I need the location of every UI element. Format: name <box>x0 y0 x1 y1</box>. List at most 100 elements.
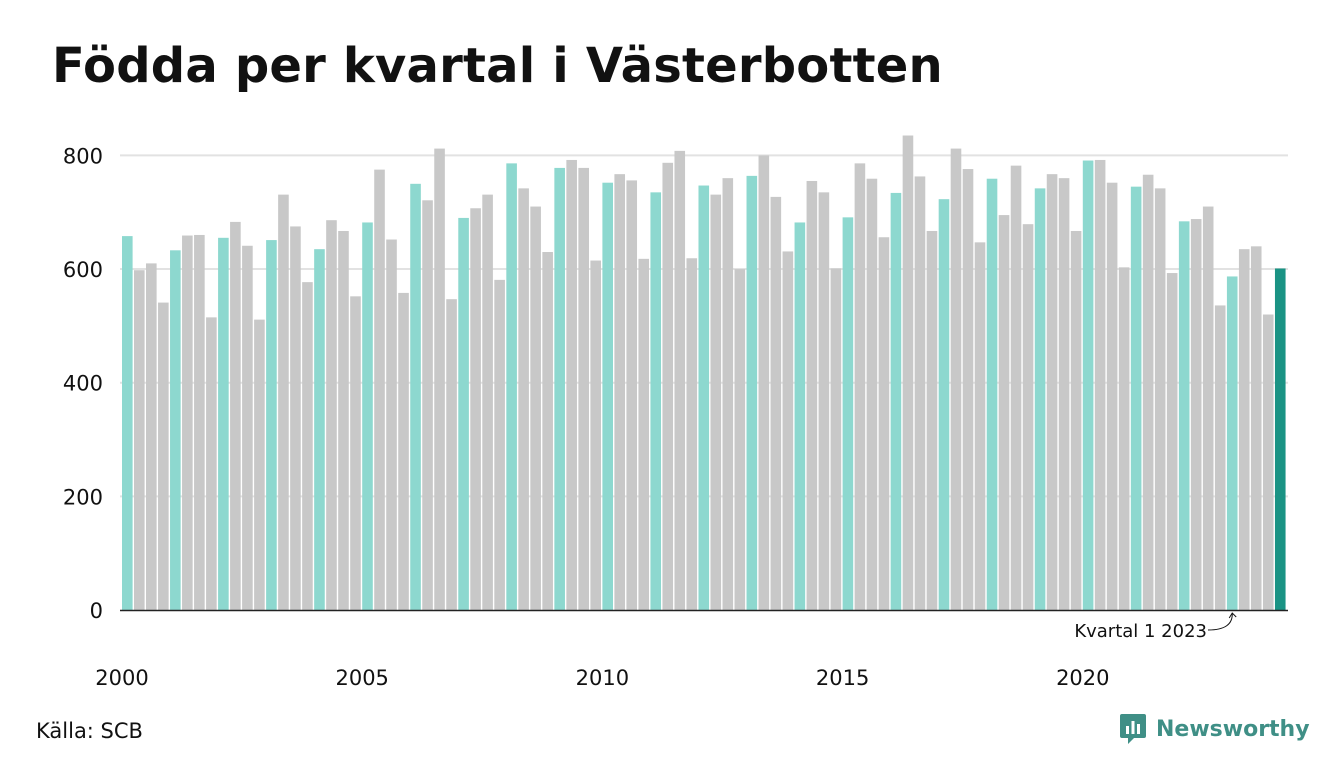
bar-2022-q3 <box>1202 206 1214 611</box>
bar-2003-q1 <box>266 240 277 610</box>
bar-2022-q4 <box>1214 305 1226 610</box>
brand-name: Newsworthy <box>1156 716 1310 742</box>
x-tick-label: 2010 <box>576 666 629 690</box>
bar-2022-q1 <box>1178 221 1190 610</box>
newsworthy-logo-icon <box>1120 714 1146 744</box>
bar-2015-q3 <box>866 178 878 610</box>
bar-2001-q1 <box>170 250 181 610</box>
bar-2015-q2 <box>854 163 866 610</box>
annotation: Kvartal 1 2023 <box>1074 612 1237 642</box>
bar-2018-q4 <box>1022 224 1034 611</box>
bar-2021-q3 <box>1154 188 1166 610</box>
bar-2017-q1 <box>938 199 950 611</box>
bar-2010-q2 <box>614 174 626 610</box>
bar-2008-q4 <box>542 252 553 610</box>
y-tick-label: 400 <box>63 372 103 396</box>
bar-2000-q3 <box>146 263 157 610</box>
bar-2007-q3 <box>482 194 493 610</box>
bar-2008-q3 <box>530 206 541 611</box>
bars <box>122 135 1286 611</box>
bar-2010-q1 <box>602 182 613 610</box>
bar-2015-q4 <box>878 237 890 611</box>
bar-2007-q2 <box>470 208 481 610</box>
bar-2009-q4 <box>590 260 601 610</box>
bar-2002-q3 <box>242 245 253 610</box>
bar-2005-q4 <box>398 292 409 610</box>
bar-2023-q3 <box>1250 246 1262 610</box>
bar-2014-q2 <box>806 180 818 611</box>
bar-2024-q1 <box>1274 268 1286 610</box>
bar-2017-q4 <box>974 242 986 610</box>
bar-2011-q4 <box>686 258 698 610</box>
bar-2000-q2 <box>134 270 145 610</box>
bar-2007-q1 <box>458 217 469 611</box>
bar-2013-q1 <box>746 175 758 610</box>
bar-2004-q1 <box>314 249 325 611</box>
bar-2012-q4 <box>734 269 746 610</box>
y-tick-label: 600 <box>63 258 103 282</box>
bar-2021-q4 <box>1166 273 1178 610</box>
bar-2010-q3 <box>626 180 638 610</box>
y-tick-label: 800 <box>63 144 103 168</box>
y-tick-label: 0 <box>90 599 103 623</box>
bar-2007-q4 <box>494 279 505 610</box>
bar-2013-q2 <box>758 155 770 610</box>
bar-2009-q2 <box>566 159 577 610</box>
bar-2019-q2 <box>1046 174 1058 610</box>
bar-2003-q3 <box>290 226 301 610</box>
bar-2006-q4 <box>446 299 457 610</box>
bar-2002-q2 <box>230 221 241 610</box>
bar-2004-q2 <box>326 220 337 610</box>
bar-2009-q3 <box>578 167 589 610</box>
bar-2019-q3 <box>1058 178 1070 610</box>
bar-2012-q2 <box>710 194 722 610</box>
bar-2004-q3 <box>338 230 349 611</box>
bar-2012-q3 <box>722 178 734 610</box>
bar-2012-q1 <box>698 185 710 610</box>
bar-2020-q4 <box>1118 267 1130 610</box>
bar-2014-q1 <box>794 222 806 610</box>
bar-2003-q2 <box>278 194 289 610</box>
bar-2017-q3 <box>962 169 974 611</box>
bar-2000-q1 <box>122 236 133 610</box>
bar-2013-q4 <box>782 251 794 610</box>
bar-2013-q3 <box>770 196 782 610</box>
bar-2008-q2 <box>518 188 529 610</box>
chart-title: Födda per kvartal i Västerbotten <box>52 38 943 94</box>
y-tick-label: 200 <box>63 485 103 509</box>
bar-2020-q1 <box>1082 160 1094 610</box>
bar-2004-q4 <box>350 296 361 610</box>
x-tick-label: 2020 <box>1056 666 1109 690</box>
bar-2018-q1 <box>986 178 998 610</box>
bar-2016-q3 <box>914 176 926 610</box>
bar-2019-q4 <box>1070 230 1082 611</box>
bar-2016-q2 <box>902 135 914 610</box>
bar-2023-q1 <box>1226 276 1238 610</box>
bar-2002-q4 <box>254 319 265 610</box>
bar-2006-q1 <box>410 183 421 610</box>
bar-2016-q1 <box>890 192 902 611</box>
bar-2006-q2 <box>422 200 433 611</box>
bar-2006-q3 <box>434 148 445 610</box>
bar-2011-q2 <box>662 162 674 611</box>
bar-2005-q2 <box>374 169 385 610</box>
bar-2001-q4 <box>206 317 217 610</box>
bar-2001-q2 <box>182 235 193 610</box>
bar-2015-q1 <box>842 217 854 610</box>
bar-2011-q1 <box>650 192 662 610</box>
bar-2021-q2 <box>1142 174 1154 611</box>
bar-2020-q2 <box>1094 159 1106 610</box>
bar-2014-q3 <box>818 192 830 610</box>
bar-2018-q2 <box>998 215 1010 610</box>
bar-2009-q1 <box>554 167 565 610</box>
bar-2016-q4 <box>926 230 938 611</box>
bar-2001-q3 <box>194 234 205 610</box>
x-axis-ticks: 2000 2005 2010 2015 2020 <box>95 666 1109 690</box>
bar-2022-q2 <box>1190 219 1202 611</box>
bar-2010-q4 <box>638 258 650 610</box>
bar-2002-q1 <box>218 237 229 610</box>
bar-2021-q1 <box>1130 186 1142 610</box>
bar-2023-q2 <box>1238 249 1250 611</box>
bar-2003-q4 <box>302 282 313 610</box>
annotation-arrow <box>1207 612 1237 631</box>
